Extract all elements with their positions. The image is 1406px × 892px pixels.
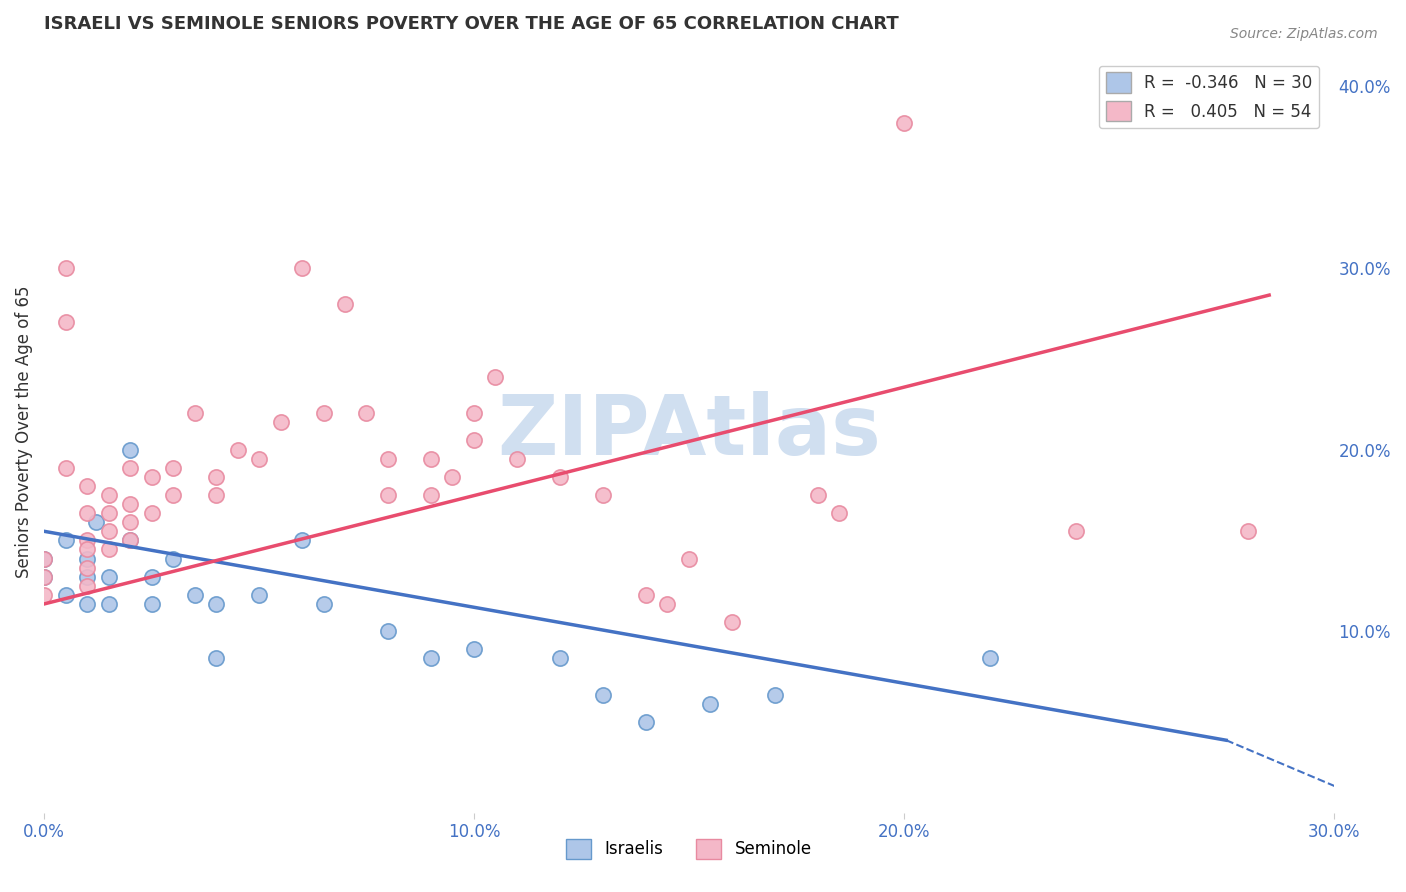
- Point: [76, 479, 98, 493]
- Point: [141, 597, 163, 611]
- Point: [226, 442, 249, 457]
- Point: [463, 406, 485, 420]
- Text: ZIPAtlas: ZIPAtlas: [496, 391, 880, 472]
- Point: [120, 515, 142, 529]
- Point: [76, 551, 98, 566]
- Point: [420, 451, 443, 466]
- Point: [678, 551, 700, 566]
- Legend: R =  -0.346   N = 30, R =   0.405   N = 54: R = -0.346 N = 30, R = 0.405 N = 54: [1099, 66, 1319, 128]
- Point: [32, 551, 55, 566]
- Point: [55, 315, 77, 329]
- Point: [807, 488, 830, 502]
- Point: [183, 406, 205, 420]
- Text: Source: ZipAtlas.com: Source: ZipAtlas.com: [1230, 27, 1378, 41]
- Point: [548, 651, 571, 665]
- Point: [162, 488, 184, 502]
- Point: [463, 642, 485, 657]
- Point: [32, 570, 55, 584]
- Point: [484, 369, 506, 384]
- Point: [270, 415, 292, 429]
- Point: [120, 533, 142, 548]
- Point: [141, 506, 163, 520]
- Point: [120, 533, 142, 548]
- Point: [120, 460, 142, 475]
- Point: [463, 434, 485, 448]
- Point: [377, 451, 399, 466]
- Point: [828, 506, 851, 520]
- Point: [506, 451, 529, 466]
- Point: [76, 597, 98, 611]
- Point: [377, 488, 399, 502]
- Point: [120, 497, 142, 511]
- Point: [141, 470, 163, 484]
- Point: [312, 597, 335, 611]
- Point: [183, 588, 205, 602]
- Point: [548, 470, 571, 484]
- Point: [657, 597, 679, 611]
- Point: [721, 615, 744, 629]
- Point: [76, 533, 98, 548]
- Point: [634, 714, 657, 729]
- Point: [55, 260, 77, 275]
- Point: [76, 560, 98, 574]
- Point: [55, 533, 77, 548]
- Point: [76, 506, 98, 520]
- Point: [893, 115, 915, 129]
- Point: [205, 597, 228, 611]
- Point: [1064, 524, 1087, 539]
- Point: [97, 542, 120, 557]
- Point: [205, 651, 228, 665]
- Point: [76, 542, 98, 557]
- Point: [97, 570, 120, 584]
- Point: [205, 470, 228, 484]
- Point: [97, 488, 120, 502]
- Point: [592, 488, 614, 502]
- Point: [55, 588, 77, 602]
- Point: [76, 570, 98, 584]
- Point: [55, 460, 77, 475]
- Text: ISRAELI VS SEMINOLE SENIORS POVERTY OVER THE AGE OF 65 CORRELATION CHART: ISRAELI VS SEMINOLE SENIORS POVERTY OVER…: [44, 15, 898, 33]
- Point: [141, 570, 163, 584]
- Point: [247, 451, 270, 466]
- Point: [1236, 524, 1258, 539]
- Point: [420, 488, 443, 502]
- Point: [84, 515, 107, 529]
- Point: [420, 651, 443, 665]
- Point: [312, 406, 335, 420]
- Point: [333, 297, 356, 311]
- Point: [120, 442, 142, 457]
- Point: [97, 597, 120, 611]
- Point: [592, 688, 614, 702]
- Point: [291, 533, 314, 548]
- Point: [699, 697, 721, 711]
- Point: [634, 588, 657, 602]
- Point: [162, 551, 184, 566]
- Point: [979, 651, 1001, 665]
- Point: [763, 688, 786, 702]
- Point: [32, 588, 55, 602]
- Point: [32, 570, 55, 584]
- Point: [247, 588, 270, 602]
- Point: [162, 460, 184, 475]
- Point: [205, 488, 228, 502]
- Point: [97, 524, 120, 539]
- Point: [97, 506, 120, 520]
- Point: [32, 551, 55, 566]
- Point: [76, 579, 98, 593]
- Y-axis label: Seniors Poverty Over the Age of 65: Seniors Poverty Over the Age of 65: [15, 285, 32, 578]
- Point: [441, 470, 464, 484]
- Point: [356, 406, 378, 420]
- Point: [291, 260, 314, 275]
- Point: [377, 624, 399, 639]
